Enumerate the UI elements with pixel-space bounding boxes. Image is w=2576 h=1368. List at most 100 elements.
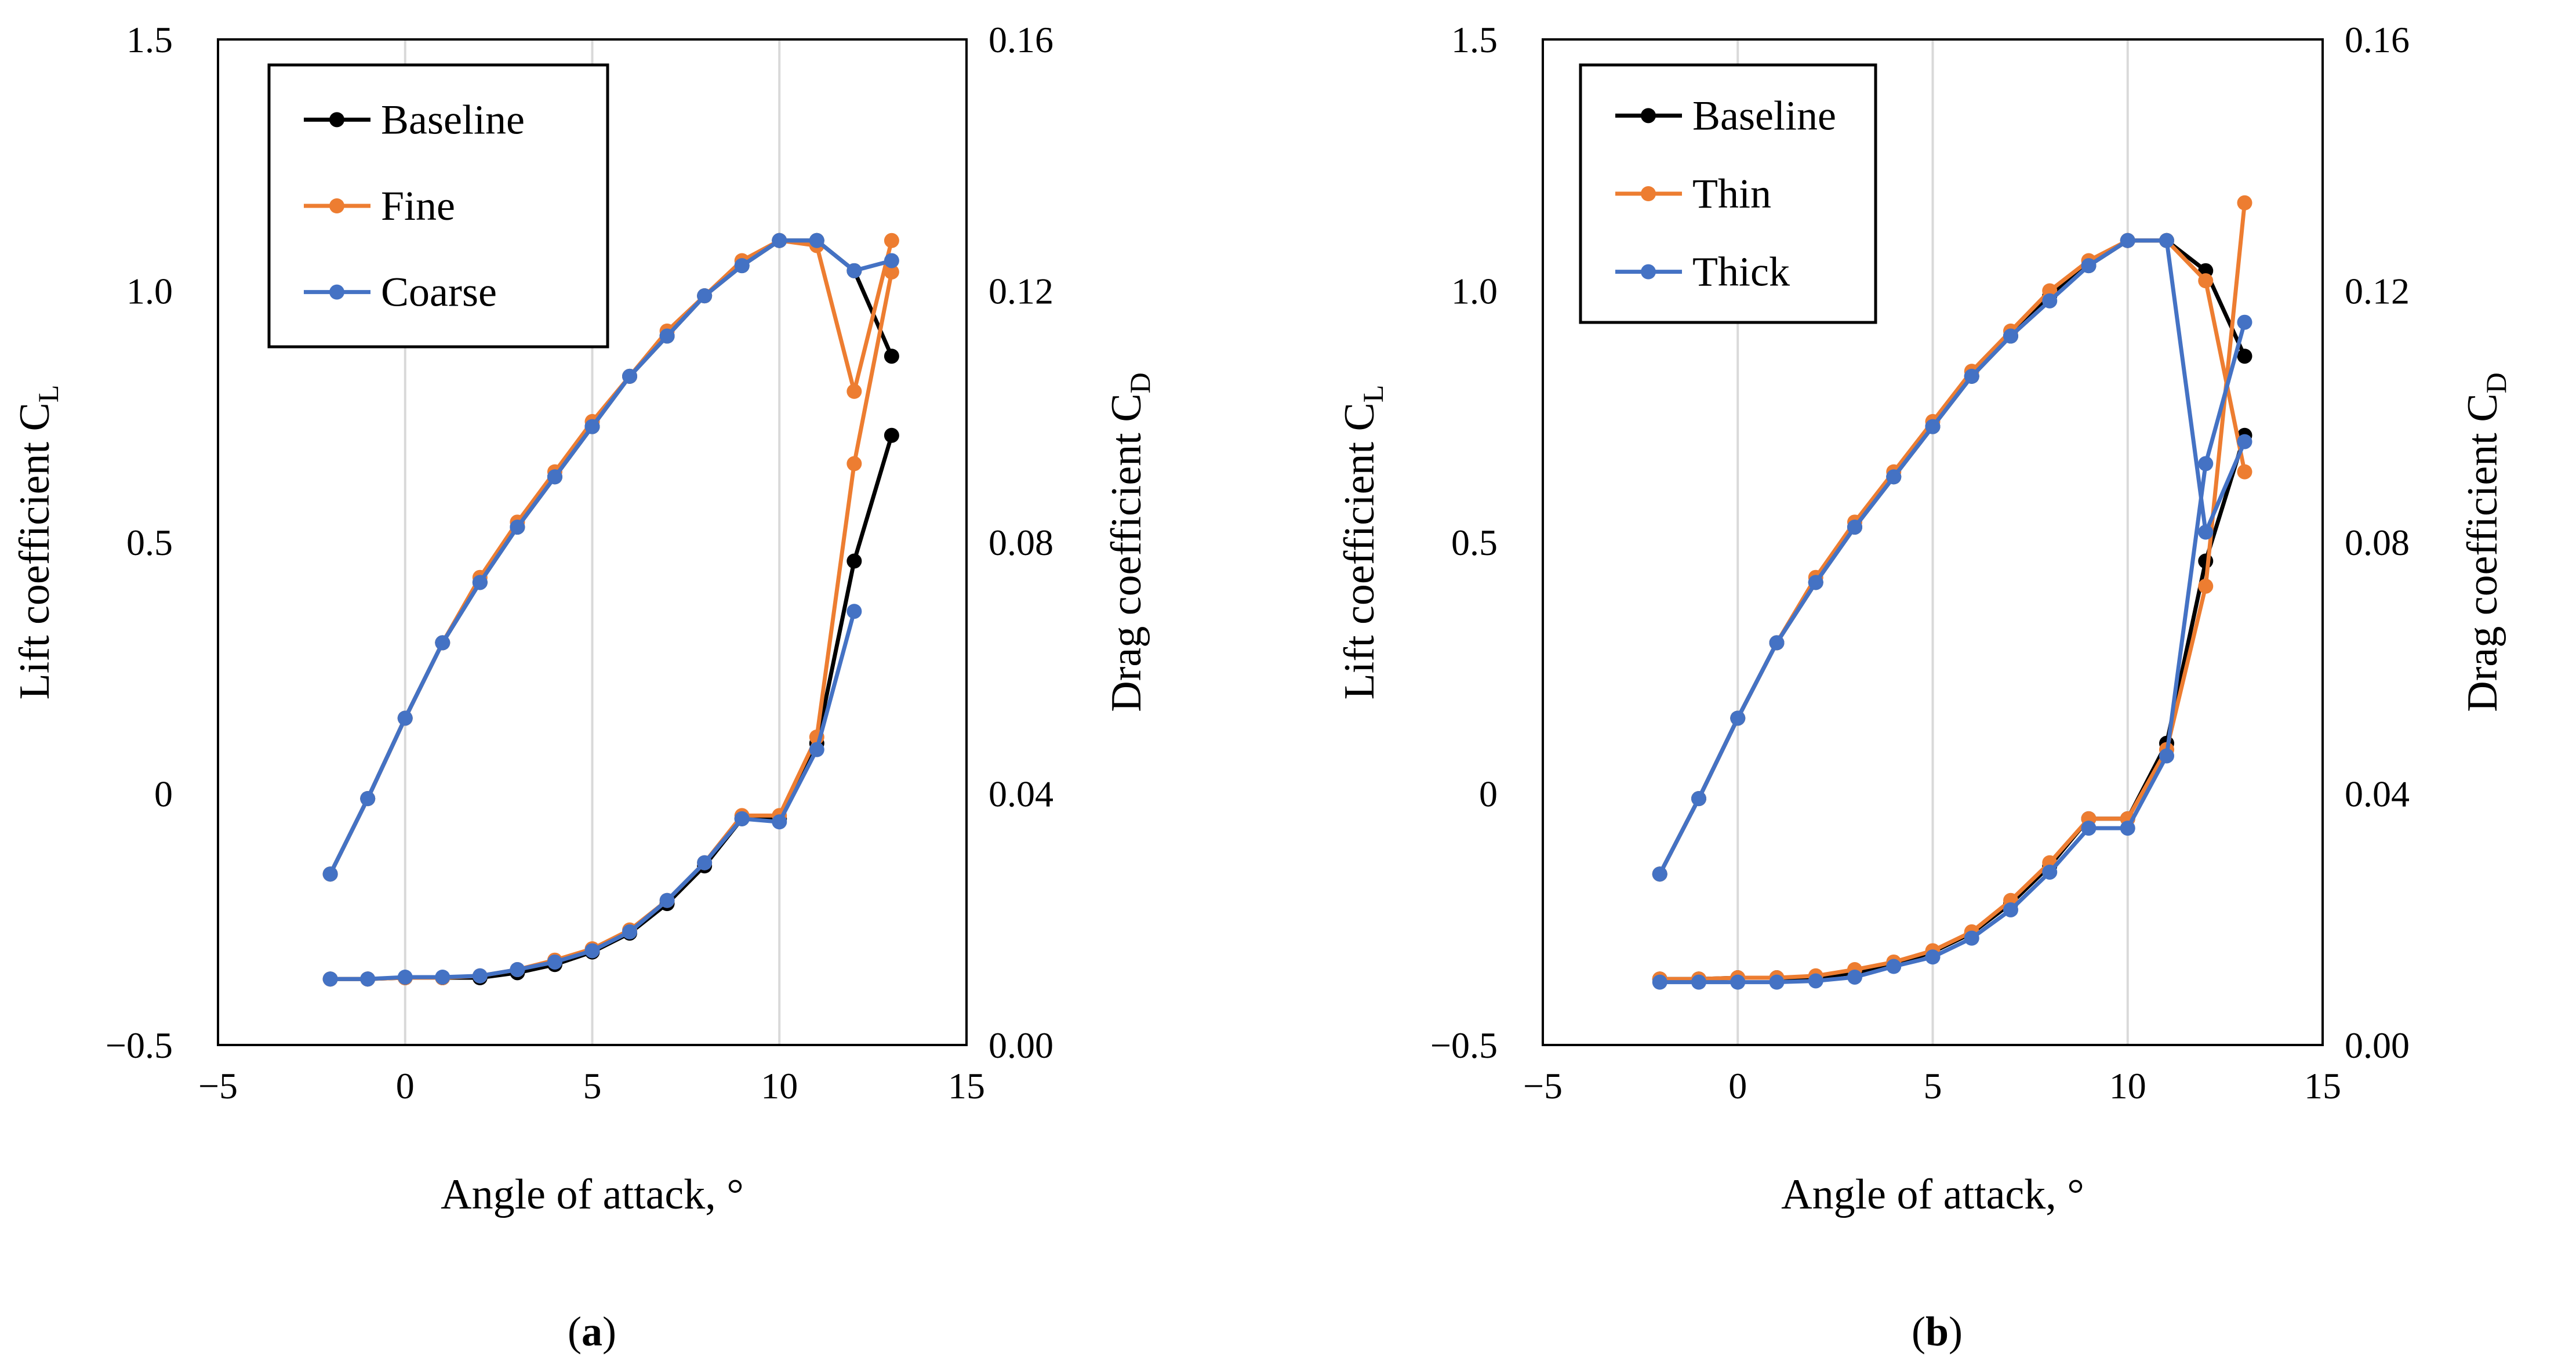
series-baseline-drag-point (846, 553, 862, 569)
series-thick-drag-point (1652, 974, 1667, 990)
series-coarse-drag-point (435, 969, 450, 985)
series-coarse-lift-point (472, 575, 488, 590)
y-right-axis-label-main: Drag coefficient C (2459, 393, 2506, 712)
series-thick-drag-point (1925, 949, 1941, 965)
series-thick-drag-point (1964, 930, 1979, 946)
series-coarse-drag-point (622, 924, 638, 939)
x-axis-label: Angle of attack, ° (441, 1171, 744, 1218)
series-thick-lift-point (2237, 434, 2252, 449)
series-thick-lift-point (2003, 328, 2018, 344)
series-thin-lift-point (2237, 464, 2252, 480)
series-coarse-drag-point (734, 811, 750, 826)
series-fine-drag-point (884, 264, 899, 280)
y-left-tick-label: 0.5 (1451, 522, 1498, 563)
legend-entry-label: Fine (381, 183, 455, 229)
series-coarse-lift-point (584, 419, 600, 434)
x-tick-label: 5 (583, 1065, 602, 1106)
series-thick-drag-point (1808, 973, 1823, 989)
y-left-axis-label: Lift coefficient CL (1336, 385, 1389, 700)
series-thick-lift-line (1658, 238, 2247, 875)
series-coarse-drag-point (697, 855, 713, 870)
series-fine-lift-point (846, 383, 862, 399)
series-thick-drag-point (2120, 821, 2135, 836)
series-coarse-lift-point (659, 328, 675, 344)
series-thin-lift-point (2198, 273, 2214, 289)
y-left-axis-label: Lift coefficient CL (11, 385, 64, 700)
y-right-tick-label: 0.00 (2345, 1025, 2410, 1066)
y-left-axis-label-main: Lift coefficient C (11, 402, 59, 699)
panel-label-letter: b (1925, 1308, 1949, 1355)
series-coarse-drag-point (809, 742, 824, 757)
y-left-tick-label: 1.0 (1451, 271, 1498, 312)
series-coarse-lift-point (435, 635, 450, 651)
series-coarse-lift-point (884, 253, 899, 268)
y-right-tick-label: 0.16 (989, 19, 1053, 60)
y-left-tick-label: 1.0 (126, 271, 173, 312)
series-thick-drag-point (2237, 314, 2252, 330)
series-baseline-lift-point (884, 349, 899, 364)
y-left-axis-label-main: Lift coefficient C (1336, 402, 1383, 699)
legend-swatch-marker (1641, 264, 1656, 280)
x-tick-label: 15 (2304, 1065, 2341, 1106)
series-thick-lift-point (2042, 293, 2058, 309)
legend-entry-label: Thin (1692, 170, 1771, 217)
legend-entry-label: Baseline (381, 96, 525, 143)
series-thick-lift-point (1808, 575, 1823, 590)
series-fine-drag-point (846, 456, 862, 471)
series-coarse-drag-point (360, 971, 376, 987)
y-right-tick-label: 0.00 (989, 1025, 1053, 1066)
series-coarse-lift-point (697, 288, 713, 304)
series-thick-lift-point (2081, 258, 2097, 274)
series-fine-lift-point (884, 233, 899, 248)
series-coarse-drag-point (510, 961, 525, 977)
y-right-axis-label-main: Drag coefficient C (1103, 393, 1150, 712)
series-coarse-lift-point (772, 233, 787, 248)
series-baseline-drag-point (884, 427, 899, 443)
legend-entry-label: Thick (1692, 249, 1790, 295)
series-coarse-lift-point (809, 233, 824, 248)
x-tick-label: −5 (1523, 1065, 1563, 1106)
y-left-tick-label: 0 (154, 774, 173, 815)
series-baseline-drag-point (2198, 553, 2214, 569)
series-thin-drag-point (2237, 195, 2252, 211)
series-thick-lift-point (2159, 233, 2174, 248)
x-tick-label: 0 (1728, 1065, 1747, 1106)
series-coarse-lift-line (328, 238, 892, 875)
x-tick-label: 15 (948, 1065, 985, 1106)
panel-b: −5 0 5 10 15 −0.5 0 0.5 1.0 1.5 0.00 0.04 0.08 0.12 0.… (1336, 19, 2512, 1355)
y-right-axis-label-subscript: D (2480, 372, 2512, 393)
series-coarse-lift-point (322, 866, 338, 882)
series-coarse-lift-point (547, 469, 562, 485)
series-coarse-drag-point (846, 604, 862, 619)
series-coarse-drag-point (472, 968, 488, 984)
legend-entry-label: Baseline (1692, 92, 1836, 139)
legend-swatch-marker (1641, 186, 1656, 201)
legend-swatch-marker (1641, 108, 1656, 124)
series-coarse-drag-point (547, 954, 562, 970)
series-thick-drag-point (1691, 974, 1706, 990)
y-left-tick-label: 0 (1479, 774, 1498, 815)
plot-frame (1542, 38, 2324, 1046)
y-left-tick-label: 1.5 (126, 19, 173, 60)
panel-label-open: ( (568, 1308, 582, 1355)
series-thick-drag-point (2081, 821, 2097, 836)
series-thick-drag-point (2198, 456, 2214, 471)
panel-label: (b) (1912, 1308, 1963, 1355)
y-left-axis-label-subscript: L (1357, 385, 1389, 403)
series-thick-drag-point (1730, 974, 1746, 990)
y-right-axis-label: Drag coefficient CD (2459, 372, 2512, 712)
series-coarse-lift-point (360, 791, 376, 807)
x-tick-label: 5 (1924, 1065, 1942, 1106)
y-right-tick-label: 0.08 (2345, 522, 2410, 563)
series-thin-drag-point (2198, 578, 2214, 594)
series-thick-drag-point (1847, 969, 1862, 985)
y-right-tick-label: 0.04 (989, 774, 1053, 815)
series-thick-lift-point (1886, 469, 1902, 485)
y-left-tick-label: −0.5 (106, 1025, 173, 1066)
series-thick-lift-point (1769, 635, 1785, 651)
series-coarse-drag-point (584, 943, 600, 959)
x-tick-label: 10 (2109, 1065, 2146, 1106)
y-left-tick-label: 0.5 (126, 522, 173, 563)
y-right-tick-label: 0.16 (2345, 19, 2410, 60)
y-right-tick-label: 0.12 (2345, 271, 2410, 312)
